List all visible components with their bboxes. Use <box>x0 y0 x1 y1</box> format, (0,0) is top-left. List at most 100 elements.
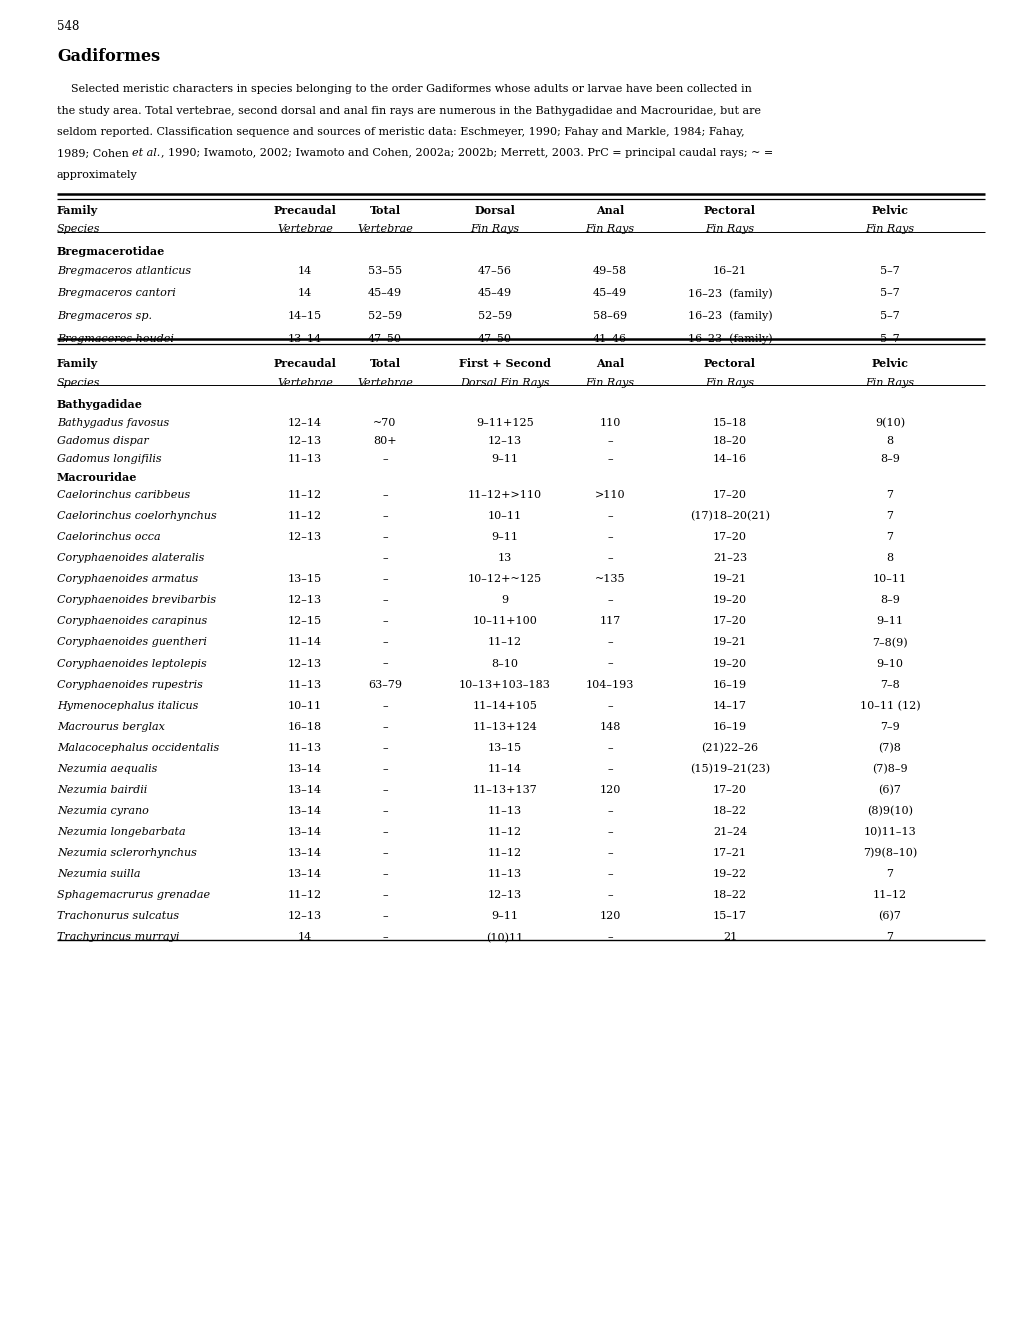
Text: 9(10): 9(10) <box>874 417 904 428</box>
Text: Bregmaceros atlanticus: Bregmaceros atlanticus <box>57 265 191 276</box>
Text: 13–14: 13–14 <box>287 785 322 795</box>
Text: –: – <box>382 849 387 858</box>
Text: Fin Rays: Fin Rays <box>585 378 634 388</box>
Text: 11–13: 11–13 <box>487 870 522 879</box>
Text: Coryphaenoides leptolepis: Coryphaenoides leptolepis <box>57 659 207 668</box>
Text: 7–8(9): 7–8(9) <box>871 638 907 648</box>
Text: 13–14: 13–14 <box>287 807 322 816</box>
Text: –: – <box>382 807 387 816</box>
Text: 11–14+105: 11–14+105 <box>472 701 537 710</box>
Text: –: – <box>606 807 612 816</box>
Text: 14–15: 14–15 <box>287 312 322 321</box>
Text: 16–19: 16–19 <box>712 680 746 689</box>
Text: 14–17: 14–17 <box>712 701 746 710</box>
Text: Vertebrae: Vertebrae <box>277 378 332 388</box>
Text: 5–7: 5–7 <box>879 334 899 343</box>
Text: –: – <box>382 638 387 648</box>
Text: –: – <box>382 511 387 521</box>
Text: 13–15: 13–15 <box>487 743 522 752</box>
Text: 8–9: 8–9 <box>879 595 899 606</box>
Text: 21: 21 <box>722 932 737 942</box>
Text: 13–14: 13–14 <box>287 870 322 879</box>
Text: 47–50: 47–50 <box>478 334 512 343</box>
Text: 5–7: 5–7 <box>879 288 899 298</box>
Text: Anal: Anal <box>595 205 624 216</box>
Text: (6)7: (6)7 <box>877 785 901 795</box>
Text: 17–20: 17–20 <box>712 785 746 795</box>
Text: –: – <box>382 785 387 795</box>
Text: Trachyrincus murrayi: Trachyrincus murrayi <box>57 932 179 942</box>
Text: 11–12+>110: 11–12+>110 <box>468 490 541 500</box>
Text: 11–13: 11–13 <box>487 807 522 816</box>
Text: Macrourus berglax: Macrourus berglax <box>57 722 165 731</box>
Text: 12–15: 12–15 <box>287 616 322 627</box>
Text: Precaudal: Precaudal <box>273 205 336 216</box>
Text: –: – <box>382 890 387 900</box>
Text: 14–16: 14–16 <box>712 454 746 465</box>
Text: Vertebrae: Vertebrae <box>277 224 332 235</box>
Text: Bregmaceros houdei: Bregmaceros houdei <box>57 334 173 343</box>
Text: Sphagemacrurus grenadae: Sphagemacrurus grenadae <box>57 890 210 900</box>
Text: 15–17: 15–17 <box>712 911 746 921</box>
Text: 12–13: 12–13 <box>487 890 522 900</box>
Text: –: – <box>382 616 387 627</box>
Text: 12–13: 12–13 <box>287 659 322 668</box>
Text: (21)22–26: (21)22–26 <box>701 743 758 754</box>
Text: First + Second: First + Second <box>459 358 550 370</box>
Text: the study area. Total vertebrae, second dorsal and anal fin rays are numerous in: the study area. Total vertebrae, second … <box>57 106 760 116</box>
Text: 14: 14 <box>298 265 312 276</box>
Text: 148: 148 <box>599 722 621 731</box>
Text: –: – <box>606 849 612 858</box>
Text: ~70: ~70 <box>373 417 396 428</box>
Text: –: – <box>606 532 612 543</box>
Text: Nezumia sclerorhynchus: Nezumia sclerorhynchus <box>57 849 197 858</box>
Text: 21–23: 21–23 <box>712 553 746 564</box>
Text: 14: 14 <box>298 288 312 298</box>
Text: Nezumia suilla: Nezumia suilla <box>57 870 141 879</box>
Text: 45–49: 45–49 <box>478 288 512 298</box>
Text: –: – <box>606 454 612 465</box>
Text: 18–22: 18–22 <box>712 890 746 900</box>
Text: 11–14: 11–14 <box>287 638 322 648</box>
Text: Precaudal: Precaudal <box>273 358 336 370</box>
Text: 12–13: 12–13 <box>287 532 322 543</box>
Text: 11–13+137: 11–13+137 <box>472 785 537 795</box>
Text: 10)11–13: 10)11–13 <box>863 828 915 837</box>
Text: Fin Rays: Fin Rays <box>705 378 754 388</box>
Text: 7)9(8–10): 7)9(8–10) <box>862 849 916 858</box>
Text: 11–12: 11–12 <box>487 638 522 648</box>
Text: –: – <box>382 553 387 564</box>
Text: (6)7: (6)7 <box>877 911 901 921</box>
Text: (10)11: (10)11 <box>486 932 523 942</box>
Text: 9–11: 9–11 <box>491 532 518 543</box>
Text: 5–7: 5–7 <box>879 312 899 321</box>
Text: 8: 8 <box>886 436 893 446</box>
Text: 53–55: 53–55 <box>368 265 401 276</box>
Text: Bregmaceros sp.: Bregmaceros sp. <box>57 312 152 321</box>
Text: 7: 7 <box>886 532 893 543</box>
Text: Coryphaenoides alateralis: Coryphaenoides alateralis <box>57 553 204 564</box>
Text: et al.: et al. <box>132 149 160 158</box>
Text: Fin Rays: Fin Rays <box>470 224 519 235</box>
Text: 52–59: 52–59 <box>368 312 401 321</box>
Text: –: – <box>382 490 387 500</box>
Text: (8)9(10): (8)9(10) <box>866 807 912 816</box>
Text: Fin Rays: Fin Rays <box>705 224 754 235</box>
Text: (7)8: (7)8 <box>877 743 901 754</box>
Text: 18–20: 18–20 <box>712 436 746 446</box>
Text: approximately: approximately <box>57 170 138 180</box>
Text: 13–14: 13–14 <box>287 764 322 774</box>
Text: ~135: ~135 <box>594 574 625 585</box>
Text: 49–58: 49–58 <box>592 265 627 276</box>
Text: (15)19–21(23): (15)19–21(23) <box>689 764 769 775</box>
Text: –: – <box>382 743 387 752</box>
Text: 5–7: 5–7 <box>879 265 899 276</box>
Text: Anal: Anal <box>595 358 624 370</box>
Text: 1989; Cohen: 1989; Cohen <box>57 149 132 158</box>
Text: 13–14: 13–14 <box>287 849 322 858</box>
Text: –: – <box>382 595 387 606</box>
Text: –: – <box>382 828 387 837</box>
Text: –: – <box>382 701 387 710</box>
Text: 47–56: 47–56 <box>478 265 512 276</box>
Text: –: – <box>606 932 612 942</box>
